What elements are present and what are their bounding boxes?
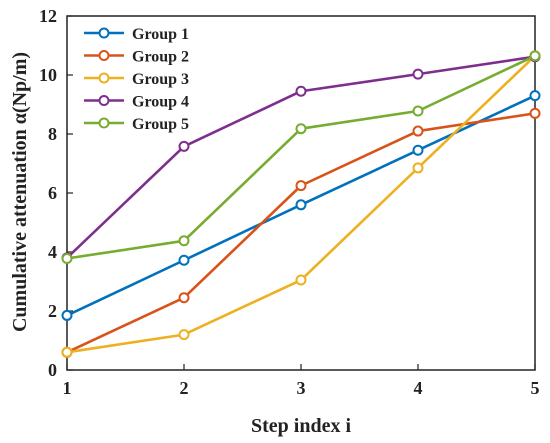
data-point — [412, 162, 424, 174]
legend-label: Group 1 — [132, 26, 189, 43]
y-axis-label: Cumulative attenuation α(Np/m) — [9, 52, 31, 332]
data-point — [178, 329, 190, 341]
x-axis-ticks: 1 2 3 4 5 — [63, 364, 540, 398]
legend-marker — [98, 72, 110, 84]
legend-marker — [98, 95, 110, 106]
y-tick-label: 4 — [48, 242, 57, 262]
data-point — [412, 68, 424, 80]
y-tick-label: 10 — [39, 65, 57, 85]
plot-area — [66, 15, 536, 371]
legend-item: Group 4 — [84, 94, 189, 111]
series-5 — [61, 50, 541, 264]
y-tick-label: 0 — [48, 360, 57, 380]
y-tick-label: 8 — [48, 124, 57, 144]
data-point — [295, 123, 307, 135]
legend-label: Group 2 — [132, 49, 189, 66]
data-point — [295, 180, 307, 192]
series-layer — [61, 50, 541, 358]
data-point — [61, 309, 73, 321]
y-tick-label: 12 — [39, 6, 57, 26]
data-point — [412, 125, 424, 137]
data-point — [178, 235, 190, 247]
y-tick-label: 6 — [48, 183, 57, 203]
legend-marker — [98, 27, 110, 39]
x-tick-label: 1 — [63, 378, 72, 398]
y-tick-label: 2 — [48, 301, 57, 321]
legend-marker — [98, 50, 110, 61]
legend-label: Group 3 — [132, 71, 189, 88]
data-point — [412, 105, 424, 117]
legend-marker — [98, 117, 110, 129]
data-point — [529, 107, 541, 119]
data-point — [412, 144, 424, 156]
legend-label: Group 4 — [132, 94, 189, 111]
data-point — [178, 254, 190, 266]
x-tick-label: 2 — [180, 378, 189, 398]
x-tick-label: 4 — [414, 378, 423, 398]
legend-item: Group 3 — [84, 71, 189, 88]
data-point — [295, 274, 307, 286]
series-3 — [61, 50, 541, 358]
data-point — [295, 199, 307, 211]
legend: Group 1 Group 2 Group 3 Group 4 Group 5 — [84, 26, 189, 133]
y-axis-ticks: 0 2 4 6 8 10 12 — [39, 6, 73, 380]
data-point — [178, 292, 190, 304]
data-point — [178, 140, 190, 152]
legend-item: Group 2 — [84, 49, 189, 66]
data-point — [529, 90, 541, 102]
series-2 — [61, 107, 541, 358]
data-point — [61, 252, 73, 264]
x-tick-label: 3 — [297, 378, 306, 398]
plot-frame — [66, 15, 536, 371]
data-point — [295, 85, 307, 97]
x-axis-label: Step index i — [251, 415, 351, 437]
legend-item: Group 5 — [84, 116, 189, 133]
x-tick-label: 5 — [531, 378, 540, 398]
data-point — [61, 346, 73, 358]
legend-item: Group 1 — [84, 26, 189, 43]
legend-label: Group 5 — [132, 116, 189, 133]
series-line — [66, 112, 536, 354]
data-point — [529, 50, 541, 62]
